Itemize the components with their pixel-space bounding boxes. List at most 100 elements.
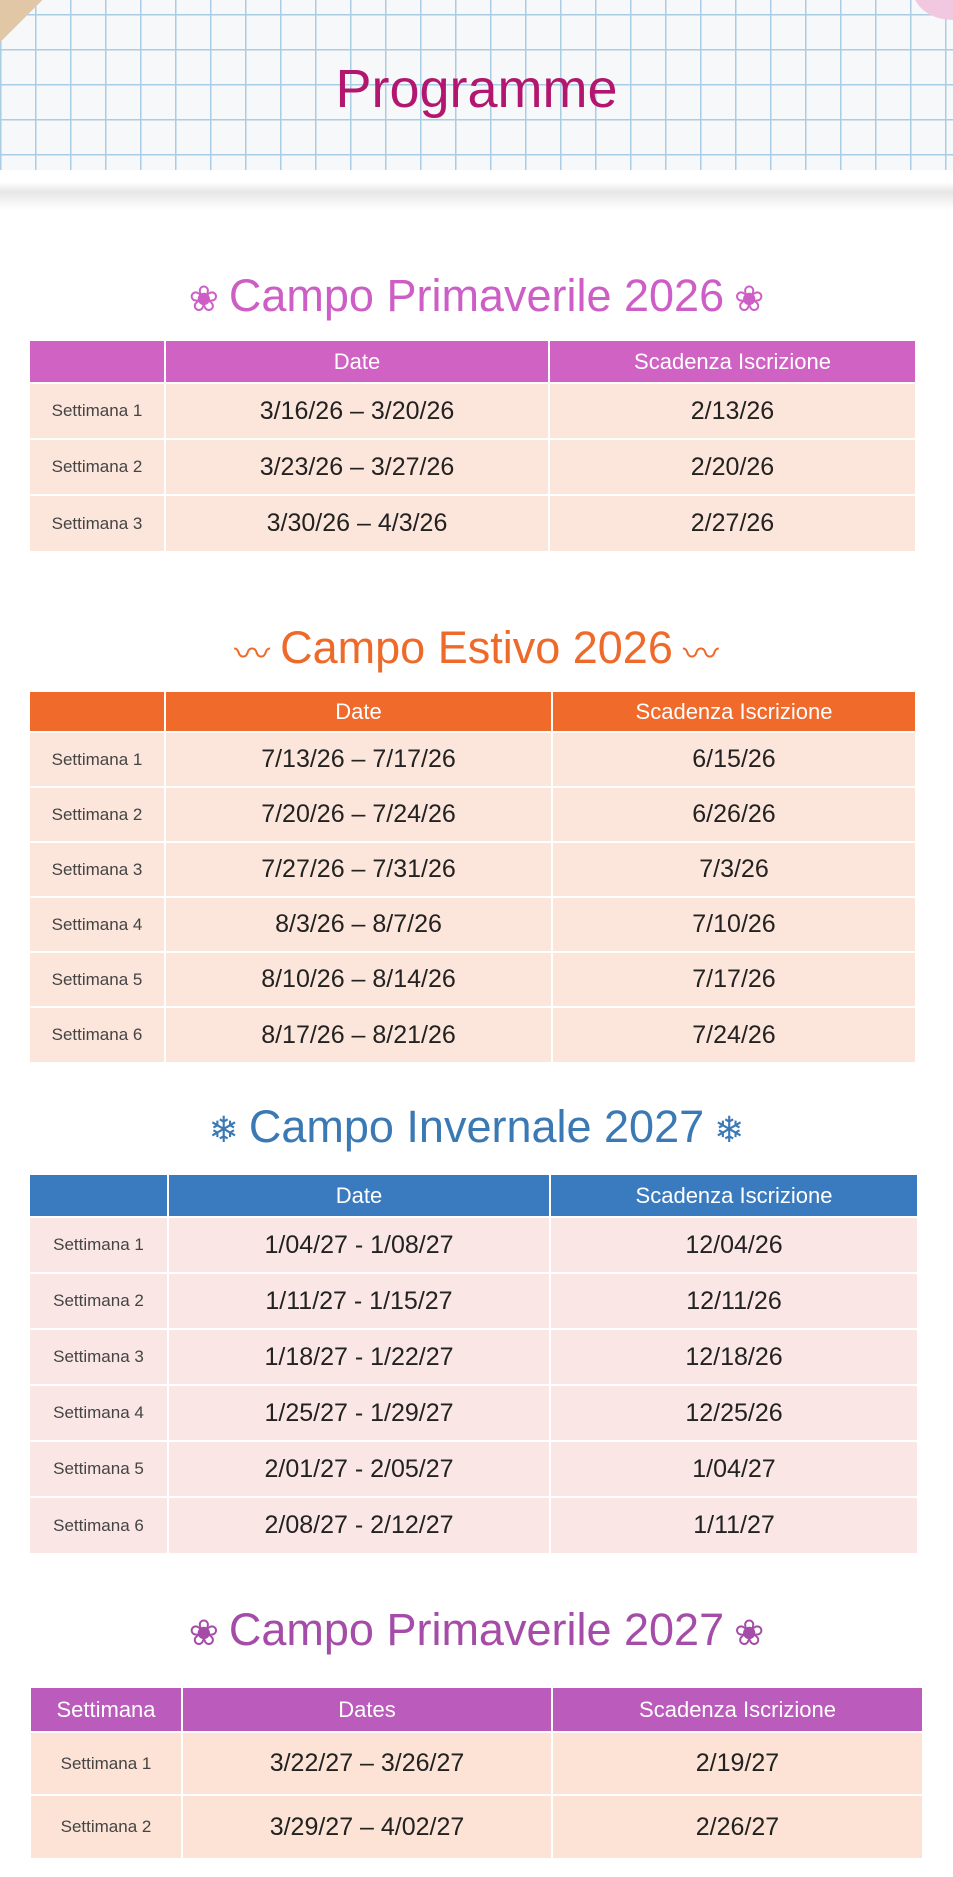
wave-icon: 〰 <box>682 633 719 675</box>
dates-cell: 3/23/26 – 3/27/26 <box>165 438 550 495</box>
week-cell: Settimana 2 <box>30 786 166 842</box>
torn-paper-edge <box>0 170 953 210</box>
table-row: Settimana 1 7/13/26 – 7/17/26 6/15/26 <box>30 731 915 787</box>
table-row: Settimana 3 3/30/26 – 4/3/26 2/27/26 <box>30 494 915 551</box>
week-cell: Settimana 6 <box>30 1006 166 1062</box>
dates-cell: 7/13/26 – 7/17/26 <box>165 731 553 787</box>
cherry-blossom-icon: ❀ <box>734 1612 765 1654</box>
table-row: Settimana 1 1/04/27 - 1/08/27 12/04/26 <box>30 1216 917 1273</box>
deadline-cell: 7/10/26 <box>552 896 915 952</box>
dates-cell: 2/01/27 - 2/05/27 <box>168 1440 551 1497</box>
column-header: Scadenza Iscrizione <box>639 1696 836 1722</box>
week-cell: Settimana 1 <box>30 1216 169 1273</box>
deadline-cell: 2/19/27 <box>552 1731 922 1795</box>
snowflake-icon: ❄ <box>208 1109 239 1151</box>
week-cell: Settimana 3 <box>30 1328 169 1385</box>
dates-cell: 3/30/26 – 4/3/26 <box>165 494 550 551</box>
column-header: Scadenza Iscrizione <box>634 348 831 374</box>
table-header-row: Date Scadenza Iscrizione <box>30 1175 917 1217</box>
table-row: Settimana 5 2/01/27 - 2/05/27 1/04/27 <box>30 1440 917 1497</box>
deadline-cell: 7/3/26 <box>552 841 915 897</box>
table-header-row: Date Scadenza Iscrizione <box>30 341 915 383</box>
table-row: Settimana 3 7/27/26 – 7/31/26 7/3/26 <box>30 841 915 897</box>
table-header-row: Date Scadenza Iscrizione <box>30 692 915 732</box>
column-header: Dates <box>182 1688 553 1732</box>
graph-paper-header <box>0 0 953 190</box>
deadline-cell: 2/13/26 <box>549 382 915 439</box>
section-title-text: Campo Primaverile 2027 <box>228 1604 725 1655</box>
week-cell: Settimana 1 <box>30 731 166 787</box>
table-row: Settimana 2 3/29/27 – 4/02/27 2/26/27 <box>31 1794 922 1858</box>
column-header: Date <box>165 692 553 732</box>
deadline-cell: 12/04/26 <box>550 1216 917 1273</box>
cherry-blossom-icon: ❀ <box>734 278 765 320</box>
deadline-cell: 1/11/27 <box>550 1496 917 1553</box>
column-header <box>30 692 166 732</box>
section-title-text: Campo Invernale 2027 <box>248 1101 705 1152</box>
cherry-blossom-icon: ❀ <box>188 278 219 320</box>
dates-cell: 7/27/26 – 7/31/26 <box>165 841 553 897</box>
corner-decoration <box>0 0 43 43</box>
dates-cell: 1/04/27 - 1/08/27 <box>168 1216 551 1273</box>
dates-cell: 1/11/27 - 1/15/27 <box>168 1272 551 1329</box>
column-header: Date <box>165 341 550 383</box>
table-row: Settimana 2 1/11/27 - 1/15/27 12/11/26 <box>30 1272 917 1329</box>
table-row: Settimana 2 3/23/26 – 3/27/26 2/20/26 <box>30 438 915 495</box>
dates-cell: 1/25/27 - 1/29/27 <box>168 1384 551 1441</box>
deadline-cell: 2/27/26 <box>549 494 915 551</box>
week-cell: Settimana 5 <box>30 951 166 1007</box>
dates-cell: 8/17/26 – 8/21/26 <box>165 1006 553 1062</box>
dates-cell: 1/18/27 - 1/22/27 <box>168 1328 551 1385</box>
week-cell: Settimana 2 <box>30 1272 169 1329</box>
week-cell: Settimana 2 <box>30 438 166 495</box>
snowflake-icon: ❄ <box>714 1109 745 1151</box>
deadline-cell: 6/26/26 <box>552 786 915 842</box>
week-cell: Settimana 1 <box>31 1731 183 1795</box>
column-header: Scadenza Iscrizione <box>635 1182 833 1208</box>
schedule-table: Date Scadenza Iscrizione Settimana 1 1/04/2… <box>30 1175 917 1553</box>
week-cell: Settimana 4 <box>30 1384 169 1441</box>
wave-icon: 〰 <box>234 633 271 675</box>
week-cell: Settimana 2 <box>31 1794 183 1858</box>
week-cell: Settimana 1 <box>30 382 166 439</box>
page-title: Programme <box>335 59 618 119</box>
section-title: 〰 Campo Estivo 2026 〰 <box>0 622 953 677</box>
section-title-text: Campo Primaverile 2026 <box>228 270 725 321</box>
column-header: Settimana <box>31 1688 183 1732</box>
week-cell: Settimana 5 <box>30 1440 169 1497</box>
table-row: Settimana 1 3/16/26 – 3/20/26 2/13/26 <box>30 382 915 439</box>
column-header: Date <box>168 1175 551 1217</box>
week-cell: Settimana 3 <box>30 494 166 551</box>
table-row: Settimana 5 8/10/26 – 8/14/26 7/17/26 <box>30 951 915 1007</box>
section-title: ❀ Campo Primaverile 2026 ❀ <box>0 270 953 322</box>
table-row: Settimana 2 7/20/26 – 7/24/26 6/26/26 <box>30 786 915 842</box>
dates-cell: 3/22/27 – 3/26/27 <box>182 1731 553 1795</box>
deadline-cell: 7/24/26 <box>552 1006 915 1062</box>
deadline-cell: 7/17/26 <box>552 951 915 1007</box>
table-row: Settimana 6 8/17/26 – 8/21/26 7/24/26 <box>30 1006 915 1062</box>
dates-cell: 8/3/26 – 8/7/26 <box>165 896 553 952</box>
table-row: Settimana 1 3/22/27 – 3/26/27 2/19/27 <box>31 1731 922 1795</box>
table-header-row: Settimana Dates Scadenza Iscrizione <box>31 1688 922 1732</box>
dates-cell: 3/16/26 – 3/20/26 <box>165 382 550 439</box>
cherry-blossom-icon: ❀ <box>188 1612 219 1654</box>
column-header: Scadenza Iscrizione <box>635 698 833 724</box>
deadline-cell: 12/11/26 <box>550 1272 917 1329</box>
column-header <box>30 1175 169 1217</box>
schedule-table: Date Scadenza Iscrizione Settimana 1 7/13/2… <box>30 692 915 1062</box>
deadline-cell: 1/04/27 <box>550 1440 917 1497</box>
dates-cell: 3/29/27 – 4/02/27 <box>182 1794 553 1858</box>
week-cell: Settimana 4 <box>30 896 166 952</box>
dates-cell: 2/08/27 - 2/12/27 <box>168 1496 551 1553</box>
schedule-table: Settimana Dates Scadenza Iscrizione Settima… <box>31 1688 922 1858</box>
deadline-cell: 12/18/26 <box>550 1328 917 1385</box>
section-title-text: Campo Estivo 2026 <box>280 622 673 673</box>
table-row: Settimana 4 1/25/27 - 1/29/27 12/25/26 <box>30 1384 917 1441</box>
deadline-cell: 12/25/26 <box>550 1384 917 1441</box>
deadline-cell: 2/26/27 <box>552 1794 922 1858</box>
dates-cell: 7/20/26 – 7/24/26 <box>165 786 553 842</box>
section-title: ❄ Campo Invernale 2027 ❄ <box>0 1101 953 1153</box>
dates-cell: 8/10/26 – 8/14/26 <box>165 951 553 1007</box>
schedule-table: Date Scadenza Iscrizione Settimana 1 3/16/2… <box>30 341 915 551</box>
table-row: Settimana 6 2/08/27 - 2/12/27 1/11/27 <box>30 1496 917 1553</box>
